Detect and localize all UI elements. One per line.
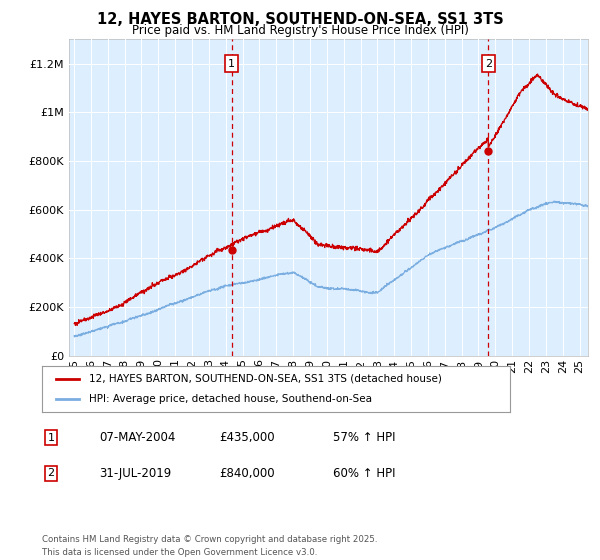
- Text: 60% ↑ HPI: 60% ↑ HPI: [333, 466, 395, 480]
- Text: HPI: Average price, detached house, Southend-on-Sea: HPI: Average price, detached house, Sout…: [89, 394, 372, 404]
- Text: 2: 2: [47, 468, 55, 478]
- Text: 1: 1: [47, 433, 55, 443]
- Text: 31-JUL-2019: 31-JUL-2019: [99, 466, 171, 480]
- Text: £840,000: £840,000: [219, 466, 275, 480]
- Text: £435,000: £435,000: [219, 431, 275, 445]
- Text: 12, HAYES BARTON, SOUTHEND-ON-SEA, SS1 3TS: 12, HAYES BARTON, SOUTHEND-ON-SEA, SS1 3…: [97, 12, 503, 27]
- Text: 2: 2: [485, 59, 492, 68]
- Text: 07-MAY-2004: 07-MAY-2004: [99, 431, 175, 445]
- Text: Contains HM Land Registry data © Crown copyright and database right 2025.
This d: Contains HM Land Registry data © Crown c…: [42, 535, 377, 557]
- Text: 57% ↑ HPI: 57% ↑ HPI: [333, 431, 395, 445]
- Text: Price paid vs. HM Land Registry's House Price Index (HPI): Price paid vs. HM Land Registry's House …: [131, 24, 469, 36]
- Text: 12, HAYES BARTON, SOUTHEND-ON-SEA, SS1 3TS (detached house): 12, HAYES BARTON, SOUTHEND-ON-SEA, SS1 3…: [89, 374, 442, 384]
- Text: 1: 1: [228, 59, 235, 68]
